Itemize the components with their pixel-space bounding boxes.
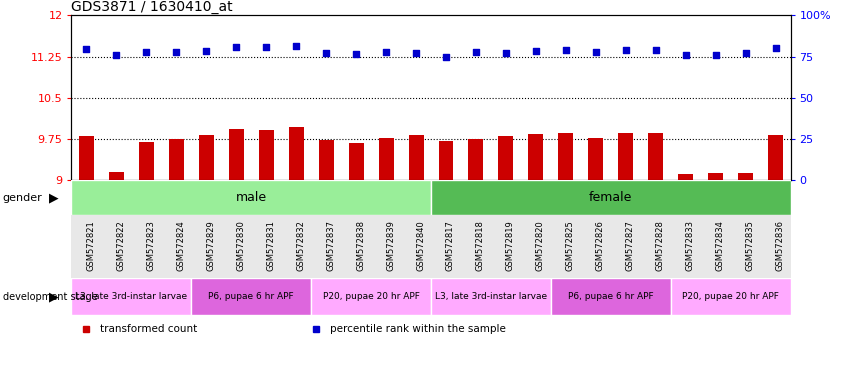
Point <box>559 47 573 53</box>
Text: GSM572825: GSM572825 <box>566 220 575 271</box>
Point <box>589 49 602 55</box>
Text: GSM572823: GSM572823 <box>146 220 156 271</box>
Text: GSM572833: GSM572833 <box>685 220 695 271</box>
Bar <box>109 172 124 180</box>
Bar <box>169 139 184 180</box>
Bar <box>198 135 214 180</box>
Point <box>140 49 153 55</box>
Bar <box>319 140 334 180</box>
Point <box>170 49 183 55</box>
Text: GSM572822: GSM572822 <box>116 220 125 271</box>
Point <box>410 50 423 56</box>
Bar <box>79 136 94 180</box>
Text: GSM572829: GSM572829 <box>206 220 215 271</box>
Text: GSM572831: GSM572831 <box>267 220 275 271</box>
Bar <box>139 142 154 180</box>
Bar <box>551 278 670 315</box>
Text: GSM572817: GSM572817 <box>446 220 455 271</box>
Text: GSM572834: GSM572834 <box>716 220 725 271</box>
Bar <box>528 134 543 180</box>
Bar <box>288 127 304 180</box>
Text: P20, pupae 20 hr APF: P20, pupae 20 hr APF <box>323 292 420 301</box>
Text: GSM572837: GSM572837 <box>326 220 336 271</box>
Text: L3, late 3rd-instar larvae: L3, late 3rd-instar larvae <box>435 292 547 301</box>
Text: P6, pupae 6 hr APF: P6, pupae 6 hr APF <box>568 292 653 301</box>
Bar <box>738 173 753 180</box>
Text: GSM572824: GSM572824 <box>177 220 185 271</box>
Point <box>619 47 632 53</box>
Bar <box>311 278 431 315</box>
Text: gender: gender <box>3 193 42 203</box>
Point <box>439 54 452 60</box>
Text: L3, late 3rd-instar larvae: L3, late 3rd-instar larvae <box>76 292 188 301</box>
Point <box>289 43 303 49</box>
Bar <box>438 141 453 180</box>
Text: development stage: development stage <box>3 291 98 302</box>
Bar <box>191 278 311 315</box>
Text: GDS3871 / 1630410_at: GDS3871 / 1630410_at <box>71 0 233 14</box>
Bar <box>229 129 244 180</box>
Text: GSM572838: GSM572838 <box>356 220 365 271</box>
Point <box>649 47 663 53</box>
Bar <box>499 136 513 180</box>
Text: GSM572826: GSM572826 <box>595 220 605 271</box>
Point <box>529 48 542 54</box>
Point <box>230 44 243 50</box>
Text: GSM572820: GSM572820 <box>536 220 545 271</box>
Text: GSM572819: GSM572819 <box>506 220 515 271</box>
Text: GSM572832: GSM572832 <box>296 220 305 271</box>
Bar <box>468 139 484 180</box>
Bar <box>618 132 633 180</box>
Text: GSM572840: GSM572840 <box>416 220 425 271</box>
Point <box>320 50 333 56</box>
Point <box>469 49 483 55</box>
Point <box>199 48 213 54</box>
Bar <box>670 278 791 315</box>
Text: P6, pupae 6 hr APF: P6, pupae 6 hr APF <box>209 292 294 301</box>
Bar <box>589 137 603 180</box>
Text: GSM572830: GSM572830 <box>236 220 246 271</box>
Point <box>769 45 782 51</box>
Text: percentile rank within the sample: percentile rank within the sample <box>331 324 506 334</box>
Bar <box>259 130 273 180</box>
Bar <box>431 180 791 215</box>
Bar <box>648 132 664 180</box>
Text: GSM572835: GSM572835 <box>746 220 754 271</box>
Bar <box>378 138 394 180</box>
Bar <box>409 135 424 180</box>
Point <box>709 52 722 58</box>
Text: female: female <box>589 191 632 204</box>
Text: GSM572836: GSM572836 <box>775 220 785 271</box>
Point <box>379 49 393 55</box>
Bar <box>431 278 551 315</box>
Text: GSM572828: GSM572828 <box>656 220 664 271</box>
Point <box>109 52 123 58</box>
Bar <box>71 180 431 215</box>
Text: GSM572839: GSM572839 <box>386 220 395 271</box>
Text: GSM572818: GSM572818 <box>476 220 485 271</box>
Point <box>80 46 93 53</box>
Bar <box>349 143 363 180</box>
Bar <box>71 278 191 315</box>
Text: ▶: ▶ <box>49 290 59 303</box>
Point <box>349 51 362 57</box>
Text: P20, pupae 20 hr APF: P20, pupae 20 hr APF <box>682 292 779 301</box>
Bar <box>768 135 783 180</box>
Text: GSM572827: GSM572827 <box>626 220 635 271</box>
Bar <box>678 174 693 180</box>
Point <box>500 50 513 56</box>
Text: male: male <box>235 191 267 204</box>
Point <box>679 52 692 58</box>
Text: ▶: ▶ <box>49 191 59 204</box>
Point <box>260 44 273 50</box>
Text: GSM572821: GSM572821 <box>87 220 96 271</box>
Bar <box>558 132 574 180</box>
Bar <box>708 173 723 180</box>
Text: transformed count: transformed count <box>100 324 198 334</box>
Point <box>739 50 753 56</box>
